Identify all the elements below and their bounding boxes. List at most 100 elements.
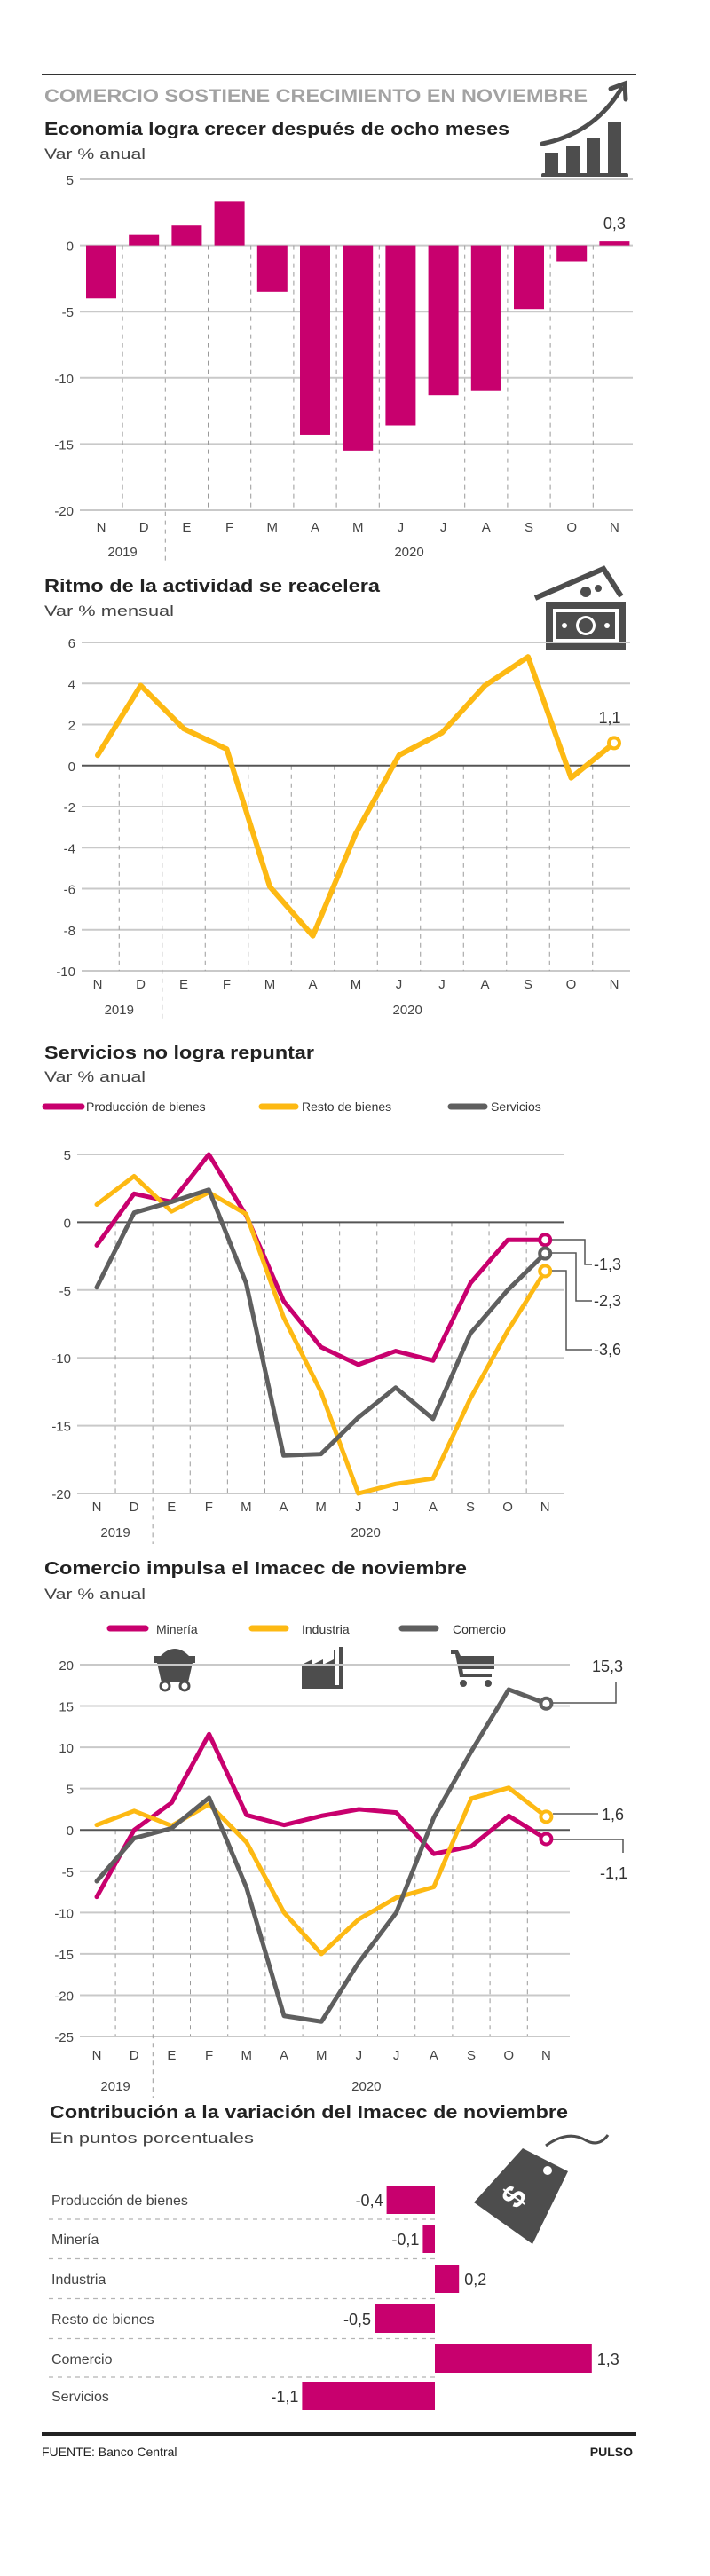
bar: [214, 201, 245, 246]
x-tick-label: M: [241, 1500, 252, 1515]
series-line: [94, 1687, 548, 2024]
y-tick-label: -20: [54, 1989, 74, 2004]
x-tick-label: J: [440, 520, 447, 535]
end-point-marker: [539, 1832, 554, 1847]
y-tick-label: -5: [62, 305, 74, 320]
bar: [435, 2265, 460, 2293]
y-tick-label: 2: [68, 719, 75, 734]
x-tick-label: M: [264, 977, 276, 992]
data-label: -0,4: [356, 2192, 383, 2210]
y-tick-label: 4: [68, 677, 75, 692]
x-tick-label: N: [610, 520, 619, 535]
brand-logo: PULSO: [590, 2445, 633, 2459]
bar: [514, 245, 544, 310]
leader-line: [553, 1839, 624, 1853]
leader-line: [552, 1252, 592, 1302]
x-tick-label: S: [467, 2048, 476, 2063]
chart-3-subtitle: Var % anual: [44, 1068, 146, 1085]
y-tick-label: -5: [59, 1284, 71, 1299]
bar: [256, 245, 288, 292]
end-point-marker: [539, 1809, 554, 1824]
category-label: Minería: [51, 2233, 99, 2248]
x-tick-label: J: [393, 2048, 400, 2063]
x-tick-label: A: [482, 520, 491, 535]
x-tick-label: S: [466, 1500, 475, 1515]
bar: [470, 245, 501, 391]
category-label: Resto de bienes: [51, 2312, 154, 2328]
category-label: Servicios: [51, 2390, 109, 2405]
chart-2-subtitle: Var % mensual: [44, 603, 174, 619]
y-tick-label: 6: [68, 636, 75, 651]
y-tick-label: -2: [64, 800, 75, 815]
bar: [435, 2344, 592, 2373]
year-label: 2020: [394, 545, 423, 560]
bar: [302, 2382, 435, 2410]
category-label: Industria: [51, 2273, 106, 2288]
x-tick-label: S: [524, 977, 532, 992]
y-tick-label: -25: [54, 2030, 74, 2045]
infographic-title: COMERCIO SOSTIENE CRECIMIENTO EN NOVIEMB…: [44, 86, 588, 106]
shopping-cart-icon: [451, 1650, 494, 1687]
x-tick-label: E: [167, 1500, 176, 1515]
y-tick-label: -6: [64, 883, 75, 898]
price-tag-dollar-icon: $: [474, 2134, 610, 2244]
end-point-marker: [538, 1264, 553, 1279]
chart-3-title: Servicios no logra repuntar: [44, 1044, 314, 1063]
y-tick-label: 0: [68, 760, 75, 775]
x-tick-label: E: [179, 977, 188, 992]
data-label: -1,1: [271, 2388, 298, 2406]
x-tick-label: S: [525, 520, 533, 535]
x-tick-label: N: [97, 520, 106, 535]
bar: [300, 245, 330, 435]
end-point-marker: [538, 1246, 553, 1261]
x-tick-label: N: [93, 977, 103, 992]
legend-label: Comercio: [453, 1622, 506, 1636]
x-tick-label: N: [610, 977, 619, 992]
y-tick-label: 5: [67, 1783, 74, 1798]
end-point-marker: [539, 1696, 554, 1711]
x-tick-label: M: [351, 977, 362, 992]
year-label: 2020: [351, 1525, 380, 1540]
x-tick-label: N: [540, 1500, 550, 1515]
year-label: 2019: [105, 1003, 134, 1018]
category-label: Comercio: [51, 2352, 113, 2367]
x-tick-label: A: [279, 1500, 288, 1515]
x-tick-label: N: [541, 2048, 551, 2063]
legend-label: Industria: [302, 1622, 350, 1636]
y-tick-label: -15: [54, 1948, 74, 1963]
chart-1-title: Economía logra crecer después de ocho me…: [44, 120, 509, 139]
year-label: 2019: [100, 1525, 130, 1540]
leader-line: [552, 1270, 592, 1351]
x-tick-label: D: [130, 2048, 139, 2063]
data-label: -0,5: [343, 2311, 371, 2328]
y-tick-label: 20: [59, 1658, 74, 1674]
x-tick-label: A: [308, 977, 317, 992]
money-bills-icon: [533, 565, 626, 650]
y-tick-label: -8: [64, 924, 75, 939]
year-label: 2019: [100, 2079, 130, 2094]
chart-5-subtitle: En puntos porcentuales: [50, 2130, 254, 2147]
series-line: [94, 1731, 548, 1900]
mine-cart-icon: [154, 1649, 195, 1692]
bar: [171, 225, 202, 246]
x-tick-label: J: [392, 1500, 399, 1515]
x-tick-label: J: [438, 977, 446, 992]
leader-line: [552, 1239, 592, 1265]
x-tick-label: A: [430, 2048, 438, 2063]
bar: [556, 245, 588, 262]
data-label: -0,1: [391, 2231, 419, 2249]
y-tick-label: 10: [59, 1741, 74, 1756]
leader-line: [553, 1682, 617, 1704]
x-tick-label: A: [480, 977, 489, 992]
year-label: 2019: [107, 545, 137, 560]
chart-4-subtitle: Var % anual: [44, 1586, 146, 1603]
data-label: 1,3: [597, 2351, 619, 2368]
x-tick-label: O: [502, 1500, 513, 1515]
data-label: 0,2: [464, 2271, 486, 2288]
end-label: -3,6: [594, 1341, 621, 1359]
x-tick-label: F: [205, 2048, 213, 2063]
end-label: -1,3: [594, 1256, 621, 1273]
x-tick-label: J: [396, 977, 403, 992]
end-label: 1,6: [602, 1806, 624, 1824]
